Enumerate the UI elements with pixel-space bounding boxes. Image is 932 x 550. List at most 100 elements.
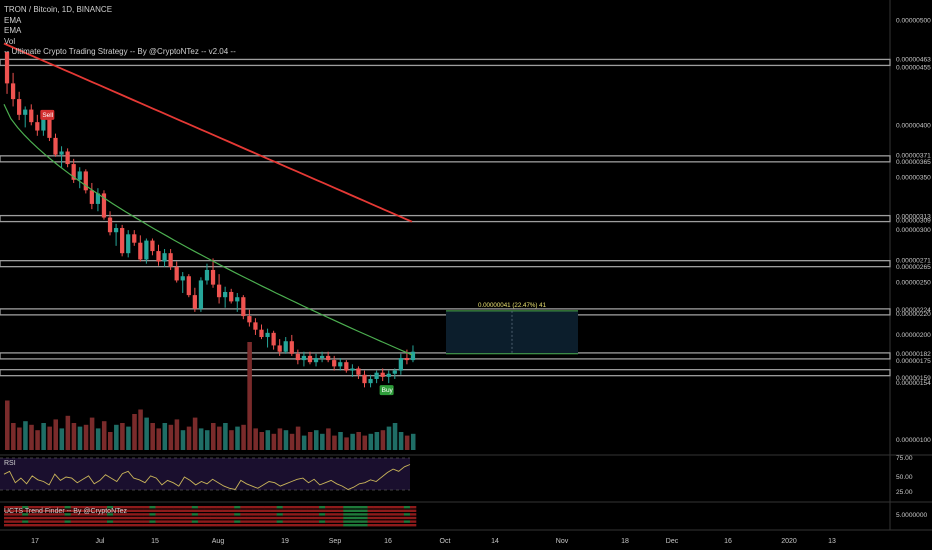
trend-cell (391, 524, 399, 527)
trend-cell (343, 509, 350, 512)
trend-cell (191, 516, 199, 520)
trend-cell (82, 520, 90, 523)
trend-cell (107, 509, 114, 512)
trend-cell (252, 513, 259, 516)
volume-bar (362, 435, 368, 450)
trend-cell (46, 516, 53, 520)
support-resistance-zone (0, 260, 891, 268)
trend-cell (337, 516, 344, 520)
trend-cell (361, 513, 368, 516)
volume-bar (338, 432, 343, 450)
trend-cell (306, 520, 314, 523)
trend-cell (70, 524, 78, 527)
trend-cell (216, 520, 223, 523)
trend-cell (179, 506, 187, 509)
trend-cell (246, 509, 253, 512)
volume-bar (41, 423, 46, 450)
x-tick-label: 17 (31, 538, 39, 545)
x-tick-label: Aug (212, 538, 225, 545)
trend-cell (294, 520, 302, 523)
trend-cell (349, 516, 356, 520)
trend-cell (22, 513, 29, 516)
ema-slow-line (3, 42, 413, 223)
volume-bar (314, 430, 319, 450)
trend-cell (391, 513, 399, 516)
trend-cell (373, 513, 380, 516)
volume-bar (71, 423, 77, 450)
y-tick-label: 0.00000220 (896, 311, 931, 318)
trend-cell (228, 506, 235, 509)
y-tick-label: 0.00000309 (896, 218, 931, 225)
trend-cell (234, 524, 241, 527)
trend-cell (337, 506, 344, 509)
trend-cell (294, 524, 302, 527)
volume-bar (217, 426, 222, 450)
candle-body (332, 360, 337, 367)
volume-bar (65, 415, 71, 450)
trend-cell (258, 520, 265, 523)
trend-cell (88, 520, 96, 523)
trend-cell (137, 509, 144, 512)
trend-cell (40, 516, 47, 520)
volume-bar (380, 430, 386, 450)
volume-bar (271, 433, 277, 450)
trend-cell (331, 509, 338, 512)
trend-cell (216, 513, 223, 516)
y-tick-label: 0.00000313 (896, 213, 931, 220)
trend-cell (300, 524, 308, 527)
volume-bar (11, 423, 16, 450)
trend-cell (319, 524, 326, 527)
trend-cell (76, 524, 84, 527)
volume-bar (17, 427, 22, 450)
trend-cell (40, 524, 47, 527)
trend-cell (203, 520, 211, 523)
candle-body (277, 345, 282, 352)
trend-cell (282, 506, 290, 509)
trend-cell (88, 524, 96, 527)
trend-cell (137, 520, 144, 523)
trend-cell (385, 513, 393, 516)
trend-cell (264, 516, 271, 520)
candle-body (120, 228, 125, 254)
trend-cell (300, 520, 308, 523)
trend-cell (119, 516, 126, 520)
trend-cell (52, 506, 59, 509)
trend-cell (397, 520, 405, 523)
volume-bar (168, 424, 174, 450)
volume-bar (259, 432, 265, 450)
trend-cell (185, 524, 193, 527)
trend-cell (167, 524, 174, 527)
trend-cell (185, 513, 193, 516)
trend-cell (100, 516, 108, 520)
candle-body (253, 322, 258, 330)
trend-cell (58, 513, 65, 516)
legend: TRON / Bitcoin, 1D, BINANCE EMA EMA Vol … (4, 5, 236, 58)
trend-cell (203, 516, 211, 520)
trend-cell (10, 520, 17, 523)
volume-bar (180, 430, 186, 450)
trend-cell (149, 506, 156, 509)
trend-cell (52, 516, 59, 520)
trend-cell (337, 509, 344, 512)
trend-cell (113, 524, 120, 527)
trend-cell (173, 516, 181, 520)
trend-cell (107, 520, 114, 523)
volume-bar (241, 424, 246, 450)
trend-cell (10, 509, 17, 512)
y-tick-label: 0.00000265 (896, 264, 931, 271)
trend-cell (191, 520, 199, 523)
trend-cell (216, 524, 223, 527)
trend-cell (4, 516, 11, 520)
trend-cell (4, 506, 11, 509)
trend-cell (258, 506, 265, 509)
y-tick-label: 0.00000100 (896, 437, 931, 444)
volume-bar (356, 432, 361, 450)
trend-cell (173, 509, 181, 512)
trend-cell (270, 524, 277, 527)
trend-cell (276, 506, 284, 509)
candle-body (162, 253, 167, 262)
trend-cell (228, 520, 235, 523)
candle-body (59, 151, 64, 155)
volume-bar (223, 423, 228, 450)
